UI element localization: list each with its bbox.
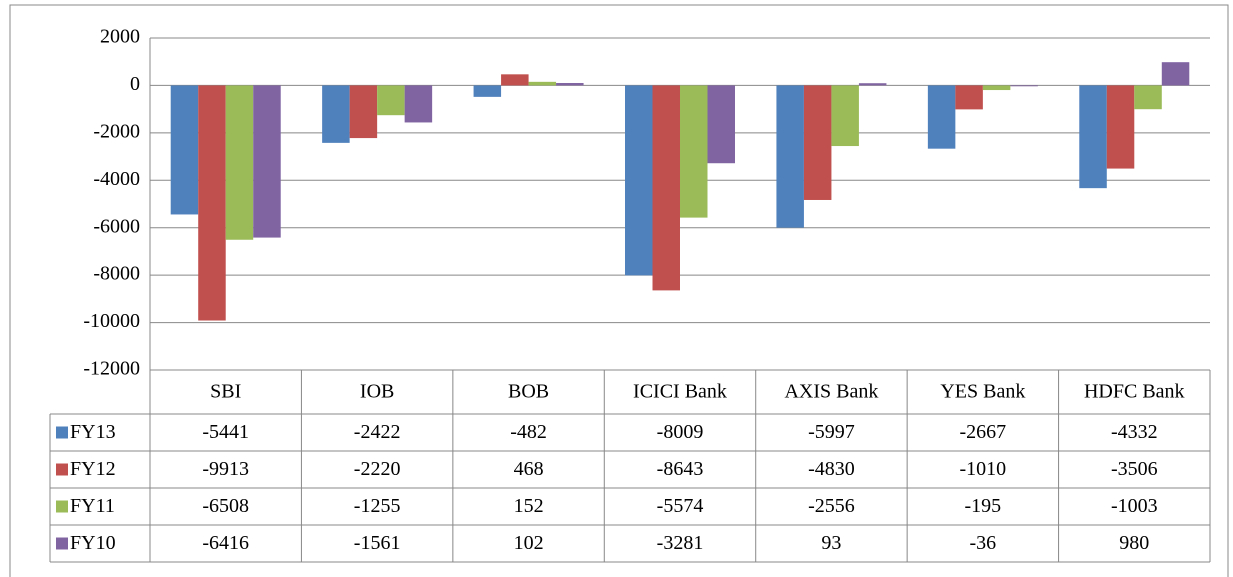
table-value: -2422 [354, 421, 401, 443]
bar [253, 85, 281, 238]
x-tick-label: IOB [360, 381, 394, 403]
table-value: -2556 [808, 495, 855, 517]
bar [349, 85, 378, 139]
table-value: -2667 [960, 421, 1007, 443]
bar [982, 85, 1011, 91]
bar [377, 85, 405, 116]
table-value: -3281 [657, 532, 704, 554]
y-tick-label: -2000 [93, 120, 140, 142]
x-tick-label: SBI [210, 381, 241, 403]
legend-label: FY12 [70, 458, 116, 480]
table-value: -5997 [808, 421, 855, 443]
table-value: -1561 [354, 532, 401, 554]
y-tick-label: -4000 [93, 168, 140, 190]
table-value: -1003 [1111, 495, 1158, 517]
bar [556, 83, 584, 86]
y-tick-label: -12000 [83, 358, 140, 380]
table-value: -36 [970, 532, 997, 554]
bar [927, 85, 956, 149]
y-tick-label: 0 [130, 73, 140, 95]
y-tick-label: 2000 [100, 26, 140, 48]
bar [955, 85, 983, 110]
legend-label: FY10 [70, 532, 116, 554]
bar [473, 85, 502, 97]
bar [831, 85, 859, 147]
legend-swatch [56, 426, 68, 439]
bar [1106, 85, 1135, 169]
legend-swatch [56, 500, 68, 513]
bar [652, 85, 680, 291]
table-value: 102 [514, 532, 544, 554]
x-tick-label: YES Bank [940, 381, 1025, 403]
bar [707, 85, 735, 164]
bar [803, 85, 832, 200]
table-value: -4332 [1111, 421, 1158, 443]
table-value: 93 [821, 532, 841, 554]
legend-label: FY13 [70, 421, 116, 443]
bar [501, 74, 529, 86]
bar [776, 85, 804, 228]
table-value: -195 [965, 495, 1002, 517]
legend-swatch [56, 463, 68, 476]
x-tick-label: HDFC Bank [1084, 381, 1185, 403]
table-value: -8009 [657, 421, 704, 443]
x-tick-label: BOB [508, 381, 549, 403]
bar [1010, 85, 1038, 87]
table-value: -1255 [354, 495, 401, 517]
legend-swatch [56, 537, 68, 550]
table-value: -482 [510, 421, 547, 443]
x-tick-label: AXIS Bank [784, 381, 878, 403]
bar [528, 81, 557, 86]
table-value: 980 [1119, 532, 1149, 554]
y-tick-label: -10000 [83, 310, 140, 332]
table-value: -2220 [354, 458, 401, 480]
table-value: -9913 [202, 458, 249, 480]
bar [858, 83, 887, 86]
table-value: 468 [514, 458, 544, 480]
bar [1134, 85, 1162, 110]
y-tick-label: -6000 [93, 215, 140, 237]
table-value: -6508 [202, 495, 249, 517]
bar [404, 85, 433, 123]
bar [225, 85, 254, 240]
y-tick-label: -8000 [93, 263, 140, 285]
bar [1161, 62, 1190, 86]
table-value: -4830 [808, 458, 855, 480]
bar [680, 85, 708, 218]
table-value: -3506 [1111, 458, 1158, 480]
table-value: -1010 [960, 458, 1007, 480]
legend-label: FY11 [70, 495, 115, 517]
table-value: -8643 [657, 458, 704, 480]
table-value: 152 [514, 495, 544, 517]
bar [322, 85, 350, 143]
chart-frame [9, 4, 1229, 577]
table-value: -6416 [202, 532, 249, 554]
table-value: -5441 [202, 421, 249, 443]
bar [170, 85, 199, 215]
bar [625, 85, 653, 276]
x-tick-label: ICICI Bank [633, 381, 727, 403]
bar [1079, 85, 1107, 189]
table-value: -5574 [657, 495, 704, 517]
bar [198, 85, 226, 321]
